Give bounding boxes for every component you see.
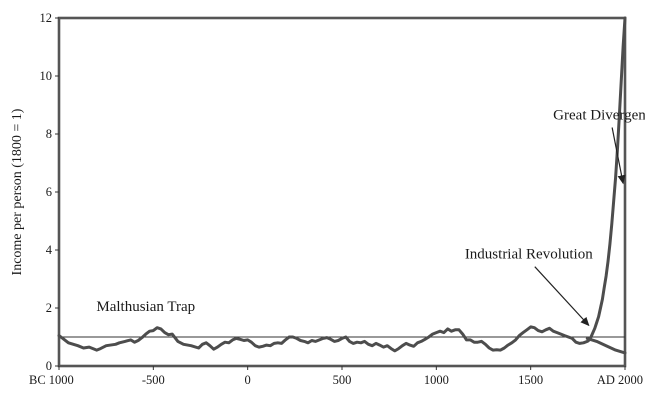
- x-tick-label: BC 1000: [29, 373, 74, 387]
- y-tick-label: 12: [40, 11, 53, 25]
- y-axis-ticks: 0 2 4 6 8 10 12: [40, 11, 59, 373]
- series-line-2: [585, 336, 627, 355]
- x-tick-label: -500: [142, 373, 165, 387]
- y-tick-label: 4: [46, 243, 53, 257]
- y-tick-label: 6: [46, 185, 52, 199]
- annotations: Great Divergence Industrial Revolution Mal…: [96, 108, 645, 327]
- annotation-label: Industrial Revolution: [465, 247, 593, 263]
- x-tick-label: 1000: [424, 373, 449, 387]
- annotation-label: Great Divergence: [553, 108, 645, 124]
- x-tick-label: 1500: [518, 373, 543, 387]
- y-tick-label: 0: [46, 359, 52, 373]
- y-tick-label: 8: [46, 127, 52, 141]
- x-axis-ticks: BC 1000 -500 0 500 1000 1500 AD 2000: [29, 366, 643, 387]
- y-axis-title: Income per person (1800 = 1): [10, 108, 25, 275]
- y-tick-label: 2: [46, 301, 52, 315]
- x-tick-label: AD 2000: [597, 373, 643, 387]
- annotation-arrow: [534, 266, 590, 327]
- series-line-1: [57, 16, 627, 353]
- x-tick-label: 0: [245, 373, 251, 387]
- x-tick-label: 500: [333, 373, 352, 387]
- annotation-label: Malthusian Trap: [96, 299, 195, 315]
- series-group: [57, 16, 627, 355]
- annotation-arrow: [611, 127, 626, 185]
- y-tick-label: 10: [40, 69, 53, 83]
